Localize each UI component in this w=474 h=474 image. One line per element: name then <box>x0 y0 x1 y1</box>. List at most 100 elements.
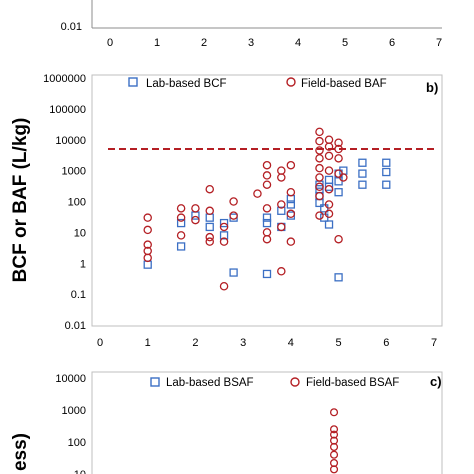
panel-b-label: b) <box>426 80 438 95</box>
field-baf-point <box>324 200 334 209</box>
lab-bcf-point <box>205 222 214 232</box>
lab-bcf-point <box>205 213 214 222</box>
legend-lab-bsaf-marker <box>150 377 160 387</box>
panel-c-ytick-label: 10000 <box>55 373 86 385</box>
field-baf-point <box>262 234 272 244</box>
lab-bcf-point <box>219 231 229 240</box>
lab-bcf-point <box>219 218 229 228</box>
panel-c-points <box>329 408 339 474</box>
field-baf-point <box>324 151 334 161</box>
panel-a-xtick-label: 0 <box>107 37 113 49</box>
lab-bcf-point <box>277 206 286 215</box>
field-baf-point <box>315 173 324 182</box>
panel-b-xtick-label: 6 <box>383 337 389 349</box>
field-baf-point <box>334 234 343 244</box>
field-baf-point <box>219 281 229 291</box>
field-baf-point <box>219 222 229 232</box>
panel-b-xtick-label: 3 <box>240 337 246 349</box>
field-baf-point <box>324 184 334 194</box>
field-baf-point <box>286 160 296 170</box>
lab-bcf-point <box>262 213 272 222</box>
field-baf-point <box>315 136 324 146</box>
lab-bcf-point <box>358 158 367 167</box>
field-baf-point <box>143 246 152 256</box>
field-baf-point <box>315 154 324 163</box>
field-baf-point <box>324 135 334 144</box>
field-baf-point <box>324 166 334 175</box>
panel-b-legend: Lab-based BCF Field-based BAF <box>128 77 387 90</box>
lab-bcf-point <box>262 269 272 279</box>
panel-c-ytick-label: 100 <box>68 437 86 449</box>
field-baf-point <box>143 240 152 249</box>
panel-b-y-ticks: 0.01 0.1 1 10 100 1000 10000 100000 1000000 <box>43 73 86 332</box>
field-baf-point <box>315 163 324 173</box>
panel-c-legend: Lab-based BSAF Field-based BSAF <box>150 377 399 389</box>
field-baf-point <box>315 182 324 192</box>
panel-c-y-axis-title: ess) <box>10 433 31 471</box>
field-baf-point <box>191 204 200 213</box>
field-baf-point <box>205 184 214 194</box>
field-baf-point <box>324 209 334 219</box>
panel-b-points <box>143 127 391 291</box>
lab-bcf-point <box>262 218 272 228</box>
field-baf-point <box>315 127 324 137</box>
field-baf-point <box>334 144 343 154</box>
legend-lab-bsaf-label: Lab-based BSAF <box>166 377 254 389</box>
legend-lab-marker <box>128 77 138 87</box>
field-baf-point <box>339 173 348 182</box>
panel-b-ytick-label: 0.1 <box>71 289 86 301</box>
panel-b-xtick-label: 0 <box>97 337 103 349</box>
panel-a-xtick-label: 6 <box>389 37 395 49</box>
panel-b-x-ticks: 0 1 2 3 4 5 6 7 <box>97 337 437 349</box>
lab-bcf-point <box>358 169 367 178</box>
panel-b: 0.01 0.1 1 10 100 1000 10000 100000 1000000 0 1 2 3… <box>10 73 443 349</box>
panel-c: 10000 1000 100 10 Lab-based BSAF Field-base… <box>10 371 443 474</box>
field-baf-point <box>262 180 272 189</box>
field-baf-point <box>205 232 214 242</box>
lab-bcf-point <box>324 220 334 229</box>
field-bsaf-point <box>329 442 339 452</box>
lab-bcf-point <box>334 177 343 186</box>
field-baf-point <box>229 197 238 206</box>
lab-bcf-point <box>143 260 152 269</box>
panel-b-xtick-label: 5 <box>336 337 342 349</box>
legend-field-label: Field-based BAF <box>301 78 387 90</box>
panel-b-xtick-label: 4 <box>288 337 294 349</box>
panel-c-frame <box>91 371 443 474</box>
panel-b-y-axis-title: BCF or BAF (L/kg) <box>10 118 31 283</box>
field-bsaf-point <box>329 430 339 439</box>
field-baf-point <box>277 222 286 232</box>
field-bsaf-point <box>329 450 339 459</box>
field-bsaf-point <box>329 408 339 417</box>
lab-bcf-point <box>176 242 186 251</box>
field-baf-point <box>176 213 186 222</box>
field-baf-point <box>205 237 214 246</box>
field-baf-point <box>262 204 272 213</box>
lab-bcf-point <box>286 200 296 209</box>
lab-bcf-point <box>324 175 334 185</box>
field-baf-point <box>219 237 229 246</box>
panel-b-frame <box>91 74 443 327</box>
lab-bcf-point <box>382 167 391 177</box>
field-baf-point <box>315 211 324 220</box>
panel-b-ytick-label: 100 <box>68 197 86 209</box>
legend-field-marker <box>286 77 296 87</box>
panel-c-ytick-label: 10 <box>74 469 86 474</box>
field-baf-point <box>176 204 186 213</box>
legend-lab-label: Lab-based BCF <box>146 78 227 90</box>
panel-a-ytick: 0.01 <box>61 21 82 33</box>
field-baf-point <box>205 206 214 216</box>
legend-field-bsaf-marker <box>290 377 300 387</box>
field-baf-point <box>277 173 286 182</box>
panel-b-ytick-label: 10000 <box>55 135 86 147</box>
panel-a-xtick-label: 7 <box>436 37 442 49</box>
field-baf-point <box>277 166 286 175</box>
legend-field-bsaf-label: Field-based BSAF <box>306 377 399 389</box>
panel-b-xtick-label: 2 <box>192 337 198 349</box>
field-baf-point <box>262 171 272 180</box>
lab-bcf-point <box>334 273 343 282</box>
panel-a-xtick-label: 4 <box>295 37 301 49</box>
lab-bcf-point <box>229 268 238 277</box>
panel-a-x-ticks: 0 1 2 3 4 5 6 7 <box>107 37 442 49</box>
field-baf-point <box>334 138 343 147</box>
